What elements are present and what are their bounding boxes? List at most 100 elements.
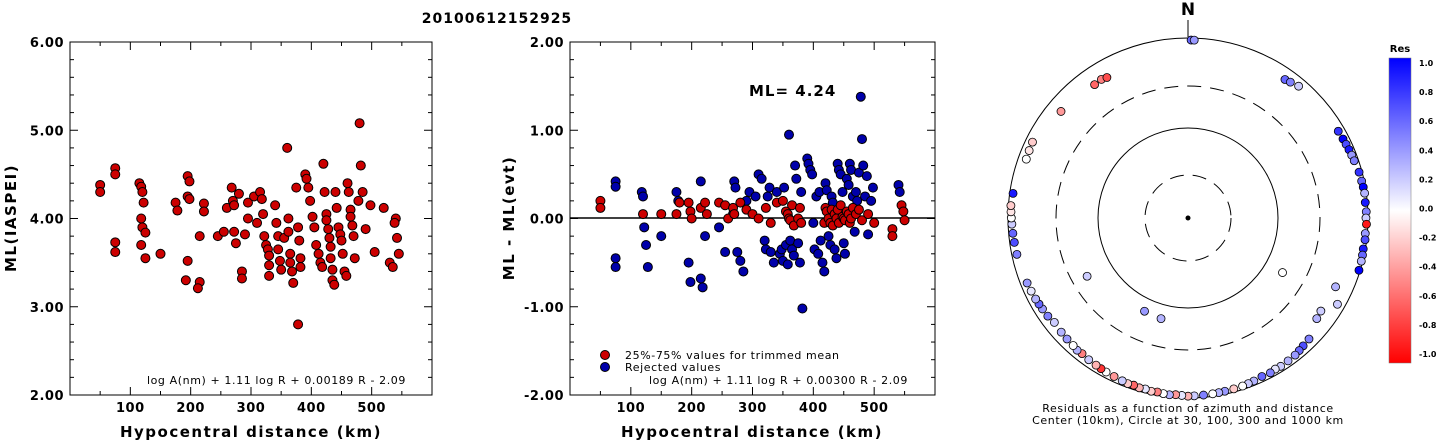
rejected-point [790, 160, 801, 171]
data-point [287, 266, 298, 277]
colorbar: Res 1.0 0.8 0.6 0.4 0.2 0.0 -0.2 -0.4 -0.6 -0.8 -1… [1388, 44, 1437, 364]
ring-100km [1097, 127, 1279, 309]
station-marker [1056, 327, 1066, 337]
data-point [311, 239, 322, 250]
data-point [110, 169, 121, 180]
y-axis-label: ML(IASPEI) [2, 164, 20, 272]
data-point [330, 187, 341, 198]
kept-point [595, 202, 606, 213]
kept-point [656, 209, 667, 220]
rejected-point [765, 247, 776, 258]
rejected-point [768, 257, 779, 268]
data-point [229, 226, 240, 237]
rejected-point [610, 262, 621, 273]
rejected-point [849, 226, 860, 237]
station-marker [1140, 306, 1149, 316]
points-group [595, 91, 910, 314]
x-tick-label: 400 [297, 401, 326, 416]
rejected-point [838, 238, 849, 249]
rejected-point [861, 171, 872, 182]
station-marker [1102, 73, 1112, 82]
station-marker [1316, 306, 1326, 316]
data-point [329, 279, 340, 290]
rejected-point [779, 182, 790, 193]
data-point [303, 182, 314, 193]
x-tick-label: 300 [237, 401, 266, 416]
station-marker [1285, 77, 1295, 87]
rejected-point [732, 247, 743, 258]
x-tick-label: 500 [357, 401, 386, 416]
x-tick-label: 200 [176, 401, 205, 416]
data-point [184, 194, 195, 205]
y-tick-label: 5.00 [30, 124, 64, 139]
kept-point [671, 209, 682, 220]
data-point [360, 224, 371, 235]
rejected-point [857, 134, 867, 145]
data-point [307, 211, 318, 222]
data-point [393, 248, 404, 259]
kept-point [794, 202, 805, 213]
colorbar-tick-label: -0.6 [1419, 292, 1437, 301]
data-point [264, 250, 275, 261]
data-point [369, 247, 380, 258]
data-point [180, 275, 191, 286]
y-tick-label: 2.00 [30, 389, 64, 404]
data-point [274, 255, 285, 266]
data-point [294, 235, 305, 246]
rejected-point [858, 160, 869, 171]
y-tick-label: 0.00 [530, 213, 564, 228]
station-marker [1006, 201, 1016, 211]
y-tick-label: 4.00 [30, 213, 64, 228]
rejected-point [764, 182, 775, 193]
kept-point [869, 217, 880, 228]
rejected-point [788, 250, 799, 261]
data-point [285, 248, 296, 259]
rejected-point [695, 176, 706, 187]
rejected-point [817, 257, 828, 268]
kept-point [674, 197, 685, 208]
station-marker [1008, 189, 1018, 198]
data-point [283, 213, 294, 224]
data-point [345, 211, 356, 222]
tick-group: 100 200 300 400 500 2.00 3.00 4.00 5.00 6.00 [30, 36, 432, 416]
ml-iaspei-panel: 100 200 300 400 500 2.00 3.00 4.00 5.00 6.00 ML(I… [2, 36, 433, 441]
data-point [337, 248, 348, 259]
rejected-point [867, 182, 878, 193]
data-point [392, 232, 403, 243]
data-point [295, 253, 306, 264]
kept-point [735, 197, 746, 208]
station-marker [1362, 219, 1371, 229]
colorbar-gradient [1388, 57, 1412, 364]
data-point [271, 217, 282, 228]
station-marker [1283, 356, 1293, 366]
rejected-point [759, 235, 770, 246]
data-point [291, 182, 302, 193]
data-point [256, 194, 267, 205]
azimuth-panel: N Residuals as a function of azimuth and… [1006, 0, 1371, 427]
station-marker [1331, 282, 1340, 292]
rejected-point [839, 248, 850, 259]
colorbar-tick-label: 0.0 [1419, 205, 1434, 214]
data-point [317, 262, 328, 273]
data-point [378, 202, 389, 213]
data-point [342, 178, 353, 189]
station-marker [1091, 360, 1101, 370]
data-point [293, 222, 304, 233]
data-point [309, 222, 320, 233]
station-marker [1333, 126, 1343, 136]
rejected-point [762, 191, 773, 202]
station-marker [1356, 256, 1366, 266]
kept-point [857, 215, 867, 226]
station-marker [1199, 390, 1208, 400]
data-point [273, 244, 284, 255]
x-axis-label: Hypocentral distance (km) [120, 423, 382, 441]
rejected-point [756, 173, 767, 184]
data-point [331, 202, 342, 213]
data-point [242, 197, 253, 208]
ml-residual-panel: 100 200 300 400 500 -2.00 -1.00 0.00 1.00 2.00 ML… [500, 36, 936, 441]
data-point [295, 262, 306, 273]
rejected-point [610, 181, 621, 192]
station-marker [1043, 311, 1053, 321]
station-marker [1062, 334, 1072, 344]
